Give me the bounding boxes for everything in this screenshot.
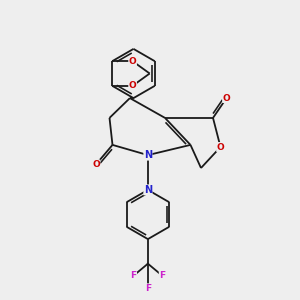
Text: O: O bbox=[223, 94, 230, 103]
Text: O: O bbox=[129, 57, 136, 66]
Text: O: O bbox=[217, 142, 224, 152]
Text: F: F bbox=[145, 284, 151, 293]
Text: O: O bbox=[92, 160, 100, 169]
Text: F: F bbox=[130, 271, 136, 280]
Text: N: N bbox=[144, 185, 152, 195]
Text: F: F bbox=[159, 271, 165, 280]
Text: N: N bbox=[144, 150, 152, 160]
Text: O: O bbox=[129, 81, 136, 90]
